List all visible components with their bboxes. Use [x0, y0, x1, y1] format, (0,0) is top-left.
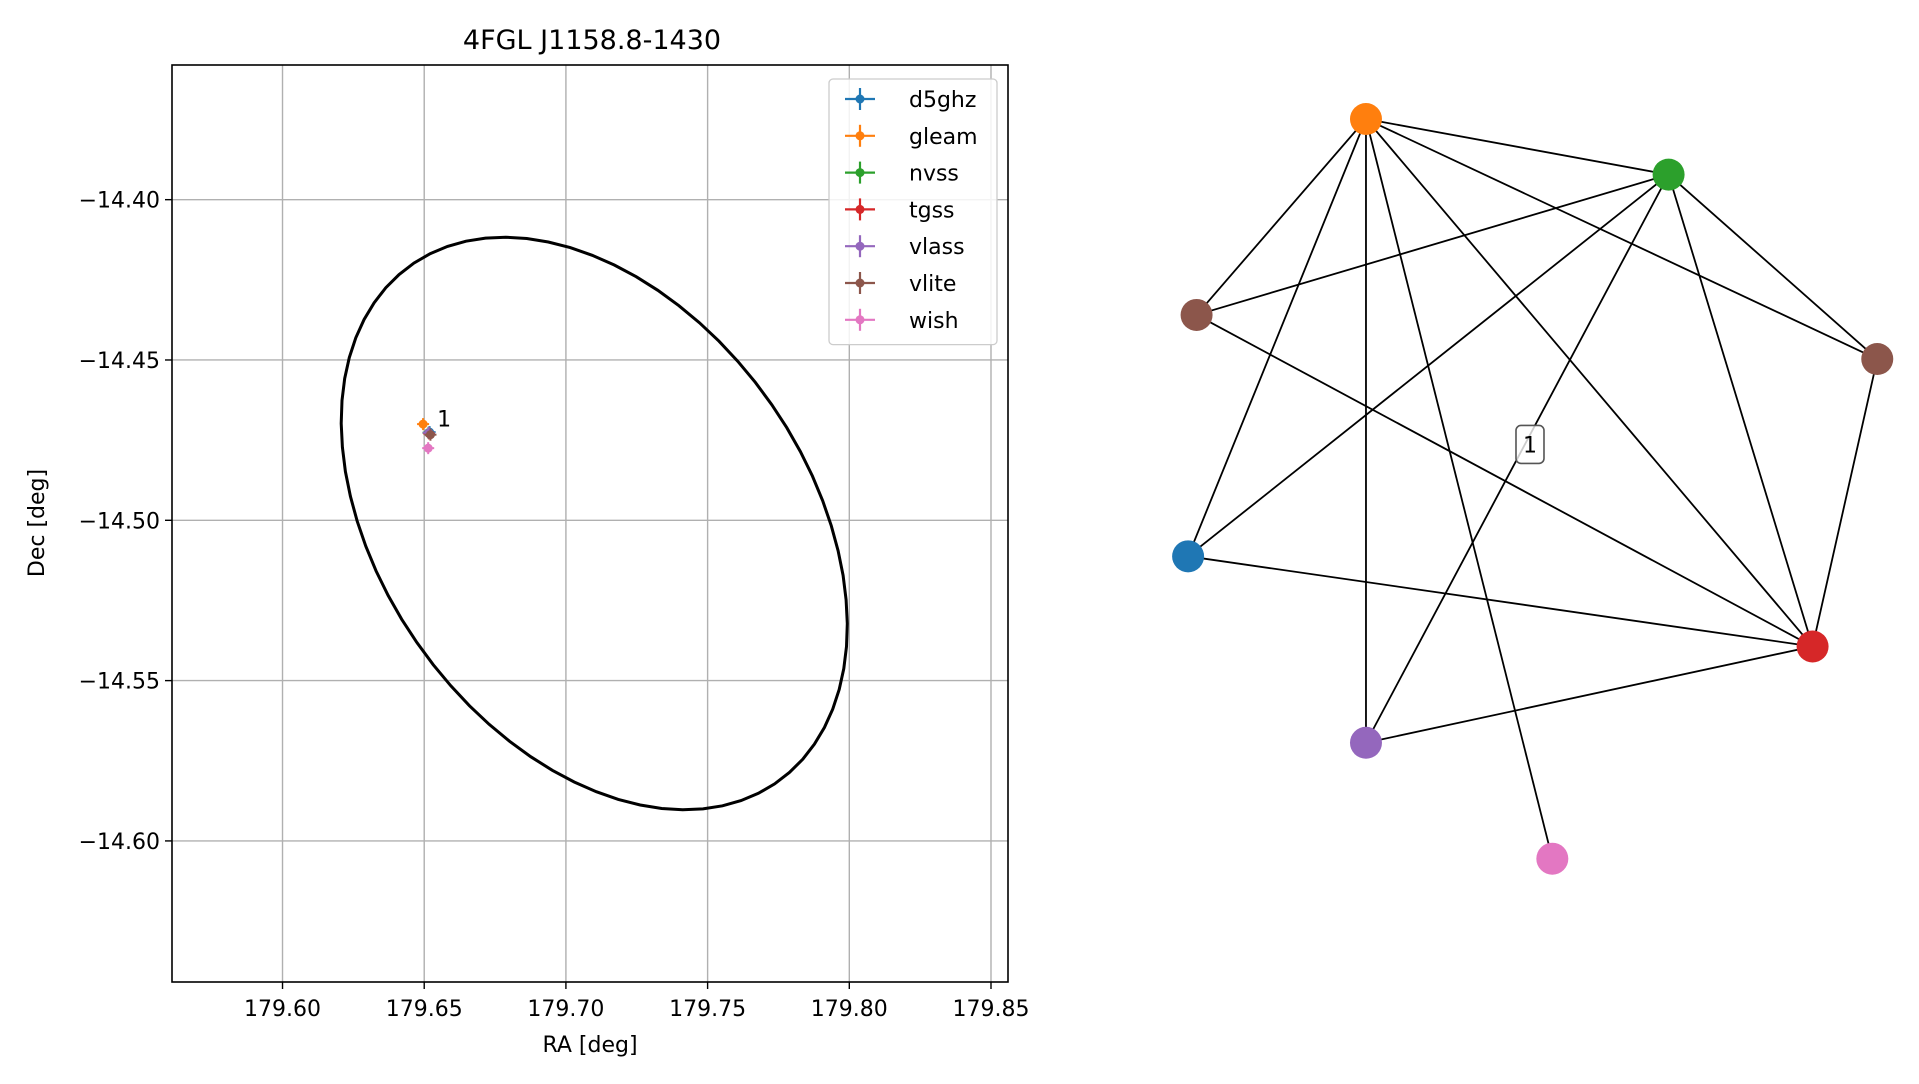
- node-d5ghz: [1172, 540, 1205, 573]
- x-tick-label: 179.85: [953, 997, 1030, 1022]
- edge-tgss-vlass: [1365, 645, 1813, 744]
- error-ellipse: [339, 235, 849, 812]
- legend-item-nvss: nvss: [845, 161, 959, 187]
- node-nvss: [1652, 158, 1685, 191]
- x-axis-label: RA [deg]: [542, 1033, 637, 1058]
- y-axis-label: Dec [deg]: [25, 469, 50, 577]
- legend-item-d5ghz: d5ghz: [845, 88, 976, 113]
- y-tick-label: −14.60: [79, 830, 160, 855]
- x-tick-label: 179.75: [669, 997, 746, 1022]
- legend-label: vlass: [909, 235, 965, 260]
- edge-nvss-vlite_a: [1196, 173, 1669, 316]
- legend-label: vlite: [909, 272, 956, 297]
- edges-layer: [1187, 118, 1879, 859]
- legend-swatch-marker: [855, 241, 865, 251]
- edge-gleam-wish: [1365, 118, 1554, 859]
- error-ellipse-layer: [339, 235, 849, 812]
- point-gleam: [417, 418, 430, 431]
- y-tick-label: −14.50: [79, 509, 160, 534]
- legend-swatch-marker: [855, 131, 865, 141]
- legend-swatch-marker: [855, 204, 865, 214]
- annotation-layer: 1: [437, 408, 451, 433]
- edge-vlite_a-tgss: [1196, 314, 1814, 648]
- scatter-panel: 4FGL J1158.8-1430 1 179.60 179.65 179.70 17…: [25, 25, 1029, 1058]
- node-vlite_a: [1180, 298, 1213, 331]
- legend-swatch-marker: [855, 94, 865, 104]
- legend: d5ghz gleam nvss tgss vlass vlite wish: [828, 78, 998, 346]
- point-annotation: 1: [437, 408, 451, 433]
- y-ticks: −14.40 −14.45 −14.50 −14.55 −14.60: [79, 189, 172, 855]
- point-wish-marker: [423, 443, 433, 453]
- point-vlite-marker: [425, 430, 435, 440]
- legend-label: tgss: [909, 198, 955, 223]
- y-tick-label: −14.45: [79, 349, 160, 374]
- point-wish: [422, 442, 435, 455]
- network-panel: 1: [1172, 103, 1894, 875]
- legend-item-vlite: vlite: [845, 272, 956, 297]
- legend-label: d5ghz: [909, 88, 976, 113]
- node-vlite_b: [1861, 343, 1894, 376]
- edge-d5ghz-tgss: [1187, 555, 1813, 648]
- edge-gleam-d5ghz: [1187, 118, 1367, 557]
- edge-tgss-vlite_b: [1811, 358, 1879, 647]
- legend-item-wish: wish: [845, 308, 959, 334]
- legend-label: gleam: [909, 125, 978, 150]
- nodes-layer: [1172, 103, 1894, 875]
- legend-item-gleam: gleam: [845, 124, 978, 150]
- x-tick-label: 179.70: [527, 997, 604, 1022]
- legend-swatch-marker: [855, 278, 865, 288]
- edge-gleam-tgss: [1365, 118, 1814, 648]
- edge-gleam-vlite_a: [1195, 118, 1367, 316]
- legend-item-tgss: tgss: [845, 198, 955, 223]
- chart-title: 4FGL J1158.8-1430: [463, 25, 721, 56]
- network-label-layer: 1: [1515, 424, 1545, 465]
- edge-gleam-vlite_b: [1365, 118, 1878, 360]
- edge-nvss-tgss: [1667, 174, 1814, 647]
- x-tick-label: 179.60: [244, 997, 321, 1022]
- node-gleam: [1349, 103, 1382, 136]
- y-tick-label: −14.55: [79, 670, 160, 695]
- network-label-box: [1515, 424, 1545, 465]
- legend-swatch-marker: [855, 315, 865, 325]
- legend-swatch-marker: [855, 168, 865, 178]
- x-tick-label: 179.80: [811, 997, 888, 1022]
- x-tick-label: 179.65: [386, 997, 463, 1022]
- legend-item-vlass: vlass: [845, 235, 965, 260]
- x-ticks: 179.60 179.65 179.70 179.75 179.80 179.85: [244, 982, 1029, 1022]
- node-tgss: [1796, 630, 1829, 663]
- plot-frame: [171, 64, 1009, 983]
- point-gleam-marker: [418, 419, 428, 429]
- edge-nvss-vlite_b: [1667, 173, 1878, 360]
- edge-nvss-d5ghz: [1187, 173, 1670, 558]
- legend-label: nvss: [909, 162, 959, 187]
- node-wish: [1536, 842, 1569, 875]
- network-label-text: 1: [1523, 433, 1537, 458]
- point-vlite: [424, 428, 437, 441]
- node-vlass: [1349, 726, 1382, 759]
- legend-box: [828, 78, 998, 346]
- edge-gleam-nvss: [1365, 118, 1669, 176]
- points-layer: [417, 418, 437, 455]
- legend-label: wish: [909, 309, 959, 334]
- y-tick-label: −14.40: [79, 189, 160, 214]
